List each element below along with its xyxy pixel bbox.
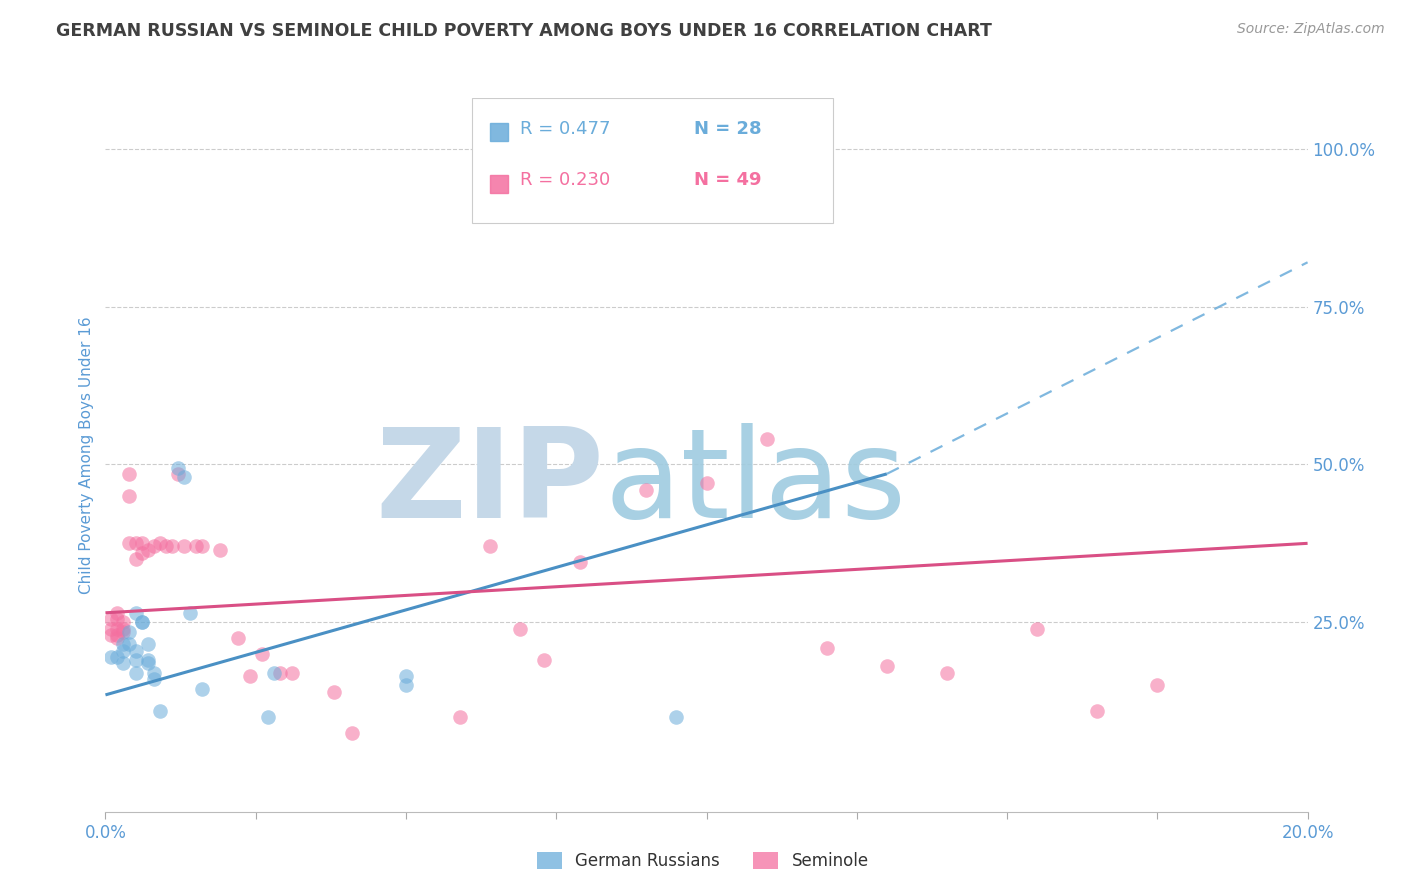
Point xyxy=(509,622,531,636)
Point xyxy=(100,650,122,665)
Text: R = 0.477: R = 0.477 xyxy=(520,120,610,137)
Point xyxy=(124,665,146,680)
Point xyxy=(100,628,122,642)
Point xyxy=(173,470,195,484)
Point xyxy=(112,624,135,639)
Text: N = 49: N = 49 xyxy=(695,171,762,189)
Point xyxy=(269,665,291,680)
Point xyxy=(107,606,129,620)
Point xyxy=(107,622,129,636)
Point xyxy=(479,540,502,554)
Point xyxy=(755,432,778,446)
Text: N = 28: N = 28 xyxy=(695,120,762,137)
Point xyxy=(250,647,273,661)
Point xyxy=(124,552,146,566)
Point xyxy=(112,622,135,636)
Point xyxy=(100,622,122,636)
Point xyxy=(281,665,304,680)
Point xyxy=(395,678,418,692)
Point xyxy=(815,640,838,655)
Point xyxy=(256,710,278,724)
Point xyxy=(124,606,146,620)
Point xyxy=(533,653,555,667)
Text: atlas: atlas xyxy=(605,423,907,544)
Point xyxy=(160,540,183,554)
Point xyxy=(142,540,165,554)
Point xyxy=(190,681,212,696)
Point xyxy=(148,536,170,550)
Point xyxy=(239,669,262,683)
Point xyxy=(124,643,146,657)
Point xyxy=(876,659,898,673)
Text: ZIP: ZIP xyxy=(375,423,605,544)
Point xyxy=(148,704,170,718)
Point xyxy=(118,489,141,503)
Point xyxy=(173,540,195,554)
Point xyxy=(136,653,159,667)
Point xyxy=(136,657,159,671)
Point xyxy=(263,665,285,680)
Point xyxy=(136,542,159,557)
Point xyxy=(1026,622,1049,636)
Point xyxy=(131,615,153,630)
Point xyxy=(124,536,146,550)
Point xyxy=(107,631,129,645)
Point xyxy=(107,628,129,642)
Text: GERMAN RUSSIAN VS SEMINOLE CHILD POVERTY AMONG BOYS UNDER 16 CORRELATION CHART: GERMAN RUSSIAN VS SEMINOLE CHILD POVERTY… xyxy=(56,22,993,40)
Point xyxy=(131,536,153,550)
Point xyxy=(226,631,249,645)
Point xyxy=(131,546,153,560)
Text: R = 0.230: R = 0.230 xyxy=(520,171,610,189)
Point xyxy=(395,669,418,683)
Point xyxy=(190,540,212,554)
Point xyxy=(449,710,471,724)
Point xyxy=(107,650,129,665)
Point xyxy=(665,710,688,724)
Point xyxy=(1146,678,1168,692)
Point xyxy=(118,637,141,651)
Point xyxy=(112,615,135,630)
Point xyxy=(142,665,165,680)
Point xyxy=(166,467,188,481)
Point xyxy=(124,653,146,667)
Point xyxy=(1085,704,1108,718)
Legend: German Russians, Seminole: German Russians, Seminole xyxy=(530,845,876,877)
Point xyxy=(184,540,207,554)
Point xyxy=(179,606,201,620)
Point xyxy=(131,615,153,630)
Point xyxy=(107,612,129,626)
Point xyxy=(322,684,344,698)
Point xyxy=(118,624,141,639)
Y-axis label: Child Poverty Among Boys Under 16: Child Poverty Among Boys Under 16 xyxy=(79,316,94,594)
Point xyxy=(166,460,188,475)
Point xyxy=(118,467,141,481)
Point xyxy=(112,637,135,651)
Point xyxy=(340,726,363,740)
Point xyxy=(696,476,718,491)
Point xyxy=(142,672,165,686)
Point xyxy=(118,536,141,550)
Point xyxy=(112,657,135,671)
Point xyxy=(112,643,135,657)
Point xyxy=(208,542,231,557)
Point xyxy=(636,483,658,497)
Point xyxy=(569,555,592,569)
FancyBboxPatch shape xyxy=(472,98,832,223)
Point xyxy=(100,612,122,626)
Point xyxy=(155,540,177,554)
Point xyxy=(936,665,959,680)
Text: Source: ZipAtlas.com: Source: ZipAtlas.com xyxy=(1237,22,1385,37)
Point xyxy=(136,637,159,651)
